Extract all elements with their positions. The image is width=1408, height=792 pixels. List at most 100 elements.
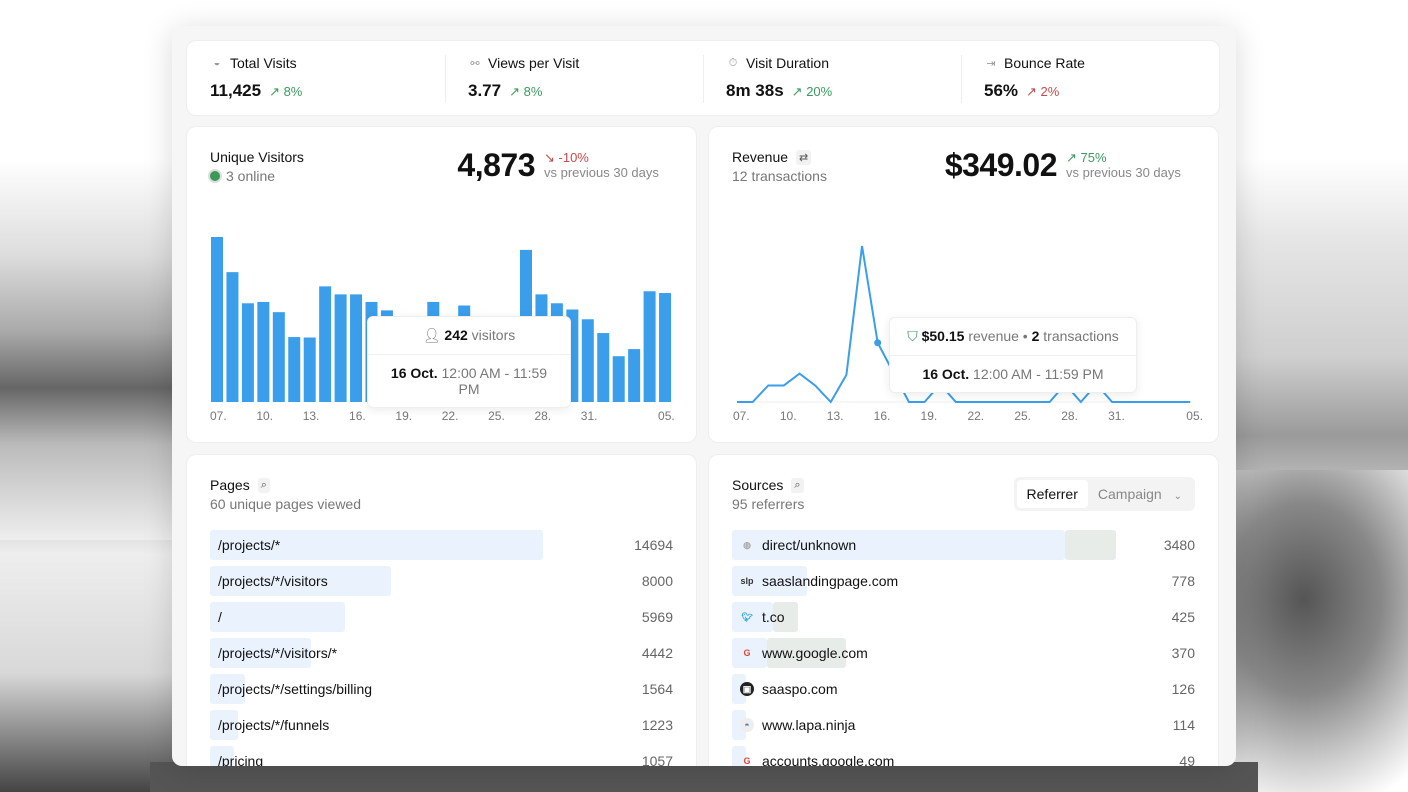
tab-campaign[interactable]: Campaign ⌄ <box>1097 486 1182 502</box>
exit-icon: ⇥ <box>986 57 996 70</box>
globe-icon: ◍ <box>743 539 751 550</box>
sources-panel: Sources ⌕ 95 referrers Referrer Campaign … <box>708 454 1219 766</box>
chevron-down-icon: ⌄ <box>1173 491 1182 502</box>
revenue-change: ↗ 75% <box>1066 150 1107 165</box>
list-item[interactable]: ◓ www.lapa.ninja 114 <box>732 707 1195 743</box>
stat-bounce-rate[interactable]: ⇥ Bounce Rate 56% ↗ 2% <box>961 41 1219 115</box>
x-tick-label: 31. <box>1108 409 1125 423</box>
row-count: 4442 <box>641 645 673 661</box>
stat-value: 11,425 <box>210 81 262 100</box>
row-label: /projects/*/visitors/* <box>218 645 338 661</box>
saaspo-icon: ▣ <box>740 682 754 696</box>
google-icon: G <box>743 756 751 766</box>
row-label: saaslandingpage.com <box>762 573 899 589</box>
visitor-bar <box>303 337 316 402</box>
count-bar <box>210 530 544 560</box>
list-item[interactable]: /projects/*/funnels 1223 <box>210 707 673 743</box>
visitor-bar <box>288 337 301 402</box>
count-bar <box>732 746 746 766</box>
x-tick-label: 28. <box>534 409 551 423</box>
list-item[interactable]: slp saaslandingpage.com 778 <box>732 563 1195 599</box>
stat-value: 56% <box>984 81 1019 100</box>
background-art-bottom <box>150 762 1258 792</box>
visitors-title: Unique Visitors <box>210 149 304 165</box>
x-tick-label: 22. <box>442 409 459 423</box>
stat-visit-duration[interactable]: ⏱ Visit Duration 8m 38s ↗ 20% <box>703 41 961 115</box>
visitor-bar <box>241 303 254 402</box>
row-label: t.co <box>762 609 785 625</box>
revenue-bar <box>772 602 799 632</box>
pages-sub: 60 unique pages viewed <box>210 496 362 512</box>
row-count: 8000 <box>641 573 673 589</box>
row-count: 126 <box>1171 681 1195 697</box>
x-tick-label: 10. <box>256 409 273 423</box>
pages-list: /projects/* 14694/projects/*/visitors 8000… <box>210 527 673 766</box>
lapa-icon: ◓ <box>740 718 754 732</box>
x-tick-label: 05. <box>658 409 675 423</box>
row-count: 49 <box>1179 753 1195 766</box>
stat-label: Bounce Rate <box>1004 55 1085 71</box>
list-item[interactable]: 🐦︎ t.co 425 <box>732 599 1195 635</box>
pages-title: Pages <box>210 477 250 493</box>
x-tick-label: 28. <box>1061 409 1078 423</box>
stat-change: ↗ 8% <box>269 84 303 99</box>
x-tick-label: 22. <box>967 409 984 423</box>
visitor-bar <box>334 294 347 402</box>
count-bar <box>732 566 807 596</box>
row-label: accounts.google.com <box>762 753 895 766</box>
views-icon: ⚯ <box>470 57 480 70</box>
stats-bar: ◒ Total Visits 11,425 ↗ 8% ⚯ Views per Visi… <box>186 40 1220 116</box>
list-item[interactable]: / 5969 <box>210 599 673 635</box>
online-dot-icon <box>210 171 220 181</box>
x-tick-label: 25. <box>1014 409 1031 423</box>
revenue-line-chart[interactable]: 07. 10. 13. 16. 19. 22. 25. 28. 31. 05. <box>709 127 1219 443</box>
list-item[interactable]: /projects/* 14694 <box>210 527 673 563</box>
visitor-bar <box>211 237 223 402</box>
revenue-tooltip: ⛉ $50.15 revenue • 2 transactions 16 Oct… <box>889 317 1137 393</box>
count-bar <box>732 638 768 668</box>
revenue-bar <box>767 638 847 668</box>
x-tick-label: 05. <box>1186 409 1203 423</box>
visitor-bar <box>612 356 625 402</box>
stat-label: Views per Visit <box>488 55 580 71</box>
row-count: 778 <box>1171 573 1195 589</box>
revenue-line <box>737 245 1191 404</box>
row-label: direct/unknown <box>762 537 857 553</box>
x-tick-label: 10. <box>780 409 797 423</box>
list-item[interactable]: /projects/*/settings/billing 1564 <box>210 671 673 707</box>
revenue-bar <box>1065 530 1117 560</box>
list-item[interactable]: ▣ saaspo.com 126 <box>732 671 1195 707</box>
stat-value: 8m 38s <box>726 81 784 100</box>
sources-list: ◍ direct/unknown 3480 slp saaslandingpage.co… <box>732 527 1195 766</box>
sources-title: Sources <box>732 477 784 493</box>
list-item[interactable]: /projects/*/visitors/* 4442 <box>210 635 673 671</box>
tab-referrer[interactable]: Referrer <box>1016 480 1088 508</box>
x-tick-label: 19. <box>395 409 412 423</box>
x-tick-label: 13. <box>827 409 844 423</box>
online-count: 3 online <box>226 168 276 184</box>
handshake-icon: ⛉ <box>907 328 918 344</box>
twitter-icon: 🐦︎ <box>741 611 753 622</box>
row-count: 370 <box>1171 645 1195 661</box>
list-item[interactable]: /projects/*/visitors 8000 <box>210 563 673 599</box>
stat-total-visits[interactable]: ◒ Total Visits 11,425 ↗ 8% <box>187 41 445 115</box>
x-tick-label: 31. <box>581 409 598 423</box>
revenue-transactions: 12 transactions <box>732 168 827 184</box>
x-tick-label: 13. <box>303 409 320 423</box>
stat-change: ↗ 20% <box>791 84 833 99</box>
revenue-total: $349.02 <box>944 147 1058 183</box>
list-item[interactable]: /pricing 1057 <box>210 743 673 766</box>
stat-views-per-visit[interactable]: ⚯ Views per Visit 3.77 ↗ 8% <box>445 41 703 115</box>
count-bar <box>732 710 746 740</box>
count-bar <box>732 602 773 632</box>
revenue-title: Revenue <box>732 149 789 165</box>
focus-icon[interactable]: ⌕ <box>791 477 804 493</box>
list-item[interactable]: ◍ direct/unknown 3480 <box>732 527 1195 563</box>
swap-icon[interactable]: ⇄ <box>796 149 812 165</box>
revenue-panel: Revenue ⇄ 12 transactions $349.02 ↗ 75% vs… <box>708 126 1219 443</box>
visitor-bar <box>581 319 594 402</box>
visitor-bar <box>226 272 239 402</box>
focus-icon[interactable]: ⌕ <box>257 477 270 493</box>
